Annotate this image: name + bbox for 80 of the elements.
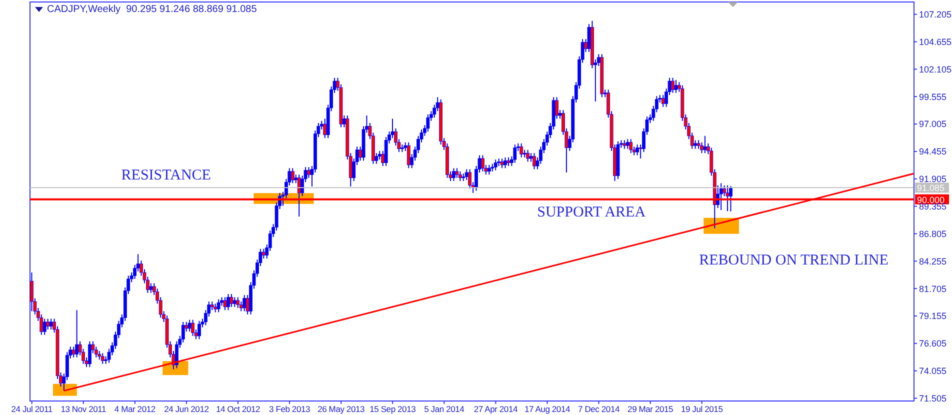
candlestick	[188, 319, 192, 332]
candlestick	[452, 168, 456, 182]
x-tick-label: 7 Dec 2014	[578, 404, 620, 414]
candlestick	[75, 310, 79, 358]
x-tick-label: 26 May 2013	[318, 404, 366, 414]
candlestick	[230, 293, 234, 308]
candlestick	[72, 346, 76, 358]
candlestick	[455, 168, 459, 178]
candlestick	[526, 149, 530, 162]
y-tick-label: 104.655	[919, 36, 952, 47]
candlestick	[426, 114, 430, 132]
candlestick	[239, 301, 243, 312]
x-tick-label: 14 Oct 2012	[216, 404, 261, 414]
candlestick	[500, 158, 504, 169]
annotation: RESISTANCE	[121, 167, 211, 184]
y-tick-label: 84.255	[919, 256, 947, 266]
x-tick-label: 15 Sep 2013	[370, 404, 416, 414]
candlestick	[236, 296, 240, 308]
candlestick	[149, 282, 153, 294]
annotation: SUPPORT AREA	[537, 204, 646, 222]
x-tick-label: 5 Jan 2014	[424, 404, 465, 414]
candlestick	[671, 77, 674, 94]
candlestick	[626, 138, 630, 150]
candlestick	[100, 352, 104, 364]
candlestick	[458, 170, 462, 182]
candlestick	[226, 293, 230, 311]
candlestick	[198, 320, 201, 340]
y-tick-label: 76.605	[919, 338, 947, 349]
y-tick-label: 99.555	[919, 92, 947, 102]
candlestick	[504, 156, 507, 169]
y-tick-label: 81.705	[919, 284, 947, 294]
candlestick	[719, 182, 723, 211]
x-tick-label: 24 Jul 2011	[11, 404, 53, 414]
y-tick-label: 71.505	[919, 393, 947, 404]
candlestick	[216, 298, 220, 313]
candlestick	[290, 168, 294, 184]
x-tick-label: 27 Apr 2014	[474, 404, 518, 414]
candlestick	[661, 94, 665, 108]
x-tick-label: 24 Jun 2012	[164, 404, 210, 414]
candlestick	[262, 248, 266, 259]
y-tick-label: 102.105	[919, 64, 952, 74]
candlestick	[30, 272, 34, 312]
x-tick-label: 19 Jul 2015	[680, 404, 724, 414]
candlestick	[481, 154, 484, 172]
candlestick	[520, 142, 524, 158]
x-tick-label: 29 Mar 2015	[628, 404, 674, 414]
y-tick-label: 79.155	[919, 311, 947, 322]
y-tick-label: 107.205	[919, 10, 952, 20]
candlestick	[191, 319, 194, 336]
y-tick-label: 94.455	[919, 146, 947, 157]
x-tick-label: 13 Nov 2011	[60, 404, 107, 414]
candlestick	[307, 166, 310, 178]
candlestick	[406, 142, 410, 169]
candlestick	[487, 164, 491, 176]
ref-line-label: 91.085	[917, 183, 945, 194]
candlestick	[494, 159, 498, 171]
x-tick-label: 4 Mar 2012	[114, 404, 156, 414]
y-tick-label: 91.905	[919, 174, 947, 184]
candlestick	[703, 135, 707, 154]
y-tick-label: 86.805	[919, 228, 947, 239]
candlestick	[223, 296, 227, 311]
candlestick	[532, 152, 536, 170]
candlestick	[242, 294, 246, 312]
candlestick	[46, 318, 50, 330]
candlestick	[629, 138, 633, 154]
candlestick	[49, 318, 53, 330]
candlestick	[513, 144, 517, 164]
candlestick	[88, 340, 92, 368]
x-tick-label: 17 Aug 2014	[524, 404, 570, 414]
annotation: REBOUND ON TREND LINE	[699, 252, 888, 270]
candlestick	[468, 168, 472, 190]
y-tick-label: 74.055	[919, 366, 947, 376]
x-tick-label: 3 Feb 2013	[269, 404, 311, 414]
candlestick	[232, 296, 236, 308]
candlestick	[42, 318, 46, 336]
candlestick	[636, 144, 640, 156]
candlestick	[674, 79, 678, 94]
y-tick-label: 97.005	[919, 119, 947, 130]
candlestick	[729, 185, 732, 212]
chart-title: CADJPY,Weekly 90.295 91.246 88.869 91.085	[47, 4, 257, 15]
